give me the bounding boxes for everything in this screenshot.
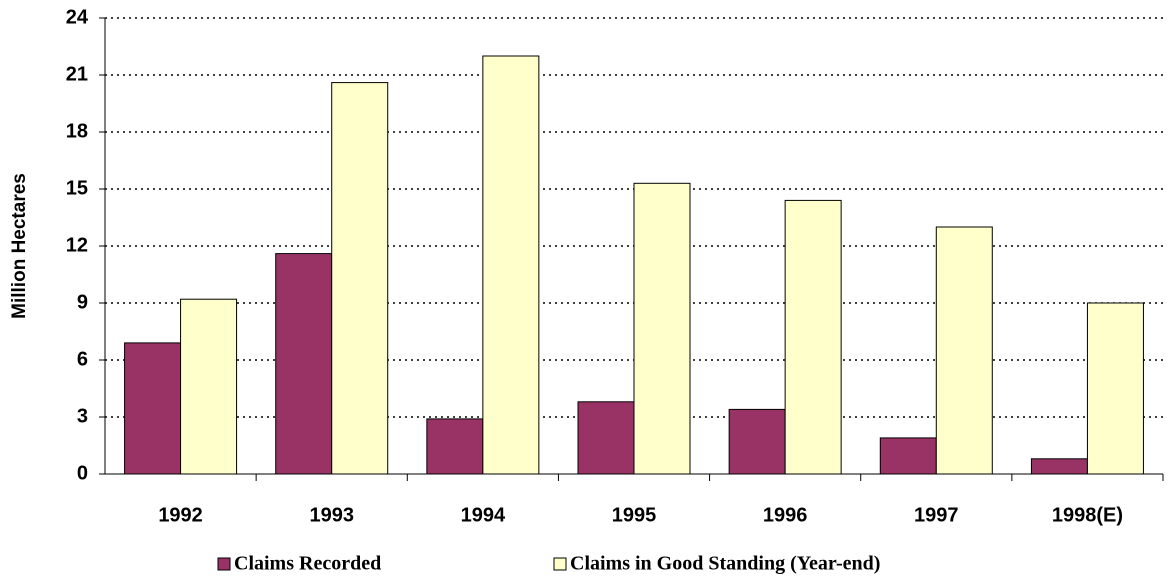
y-tick-label: 24	[66, 6, 89, 28]
bar	[935, 226, 993, 475]
legend-label: Claims in Good Standing (Year-end)	[570, 553, 880, 575]
bar	[1086, 302, 1144, 475]
legend-label: Claims Recorded	[234, 553, 381, 575]
legend-swatch	[217, 557, 231, 571]
bar	[633, 182, 691, 475]
x-tick-label: 1995	[612, 504, 657, 526]
x-tick-label: 1998(E)	[1052, 504, 1123, 526]
bar	[1030, 458, 1088, 475]
y-tick-label: 6	[77, 348, 88, 370]
x-tick-label: 1996	[763, 504, 808, 526]
bar	[784, 199, 842, 475]
bar	[577, 401, 635, 475]
x-tick-label: 1994	[461, 504, 506, 526]
y-tick-label: 3	[77, 405, 88, 427]
bar	[728, 408, 786, 475]
y-tick-label: 12	[66, 234, 88, 256]
bar	[879, 437, 937, 475]
x-tick-label: 1997	[914, 504, 959, 526]
x-tick-label: 1993	[309, 504, 354, 526]
bar	[426, 418, 484, 475]
x-tick-label: 1992	[158, 504, 203, 526]
legend-swatch	[553, 557, 567, 571]
bar	[331, 82, 389, 475]
y-tick-label: 18	[66, 120, 88, 142]
y-tick-label: 0	[77, 462, 88, 484]
y-tick-label: 21	[66, 63, 88, 85]
y-tick-label: 15	[66, 177, 88, 199]
bar	[275, 253, 333, 475]
bar	[180, 298, 238, 475]
y-tick-label: 9	[77, 291, 88, 313]
bar	[482, 55, 540, 475]
y-axis-label: Million Hectares	[9, 173, 30, 319]
bar	[124, 342, 182, 475]
